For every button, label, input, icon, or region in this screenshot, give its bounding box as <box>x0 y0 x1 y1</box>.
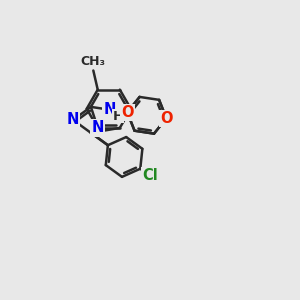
Text: CH₃: CH₃ <box>81 55 106 68</box>
Text: O: O <box>160 111 172 126</box>
Text: H: H <box>112 110 124 123</box>
Text: N: N <box>104 102 116 117</box>
Text: N: N <box>67 112 79 128</box>
Text: N: N <box>92 120 104 135</box>
Text: Cl: Cl <box>142 168 158 183</box>
Text: O: O <box>121 105 134 120</box>
